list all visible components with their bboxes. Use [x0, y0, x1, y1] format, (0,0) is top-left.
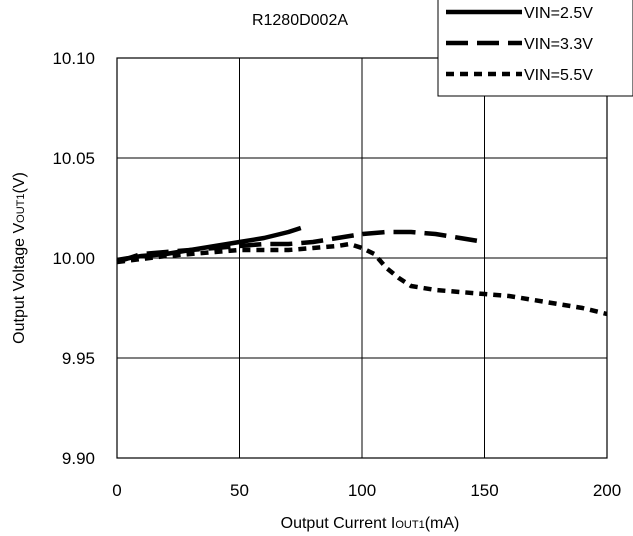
series-lines — [116, 225, 608, 317]
series-line-3 — [116, 241, 608, 317]
chart-title: R1280D002A — [252, 12, 348, 29]
y-tick-label: 10.00 — [52, 249, 95, 268]
y-axis-label: Output Voltage VOUT1(V) — [11, 172, 28, 344]
legend-box — [437, 0, 633, 97]
y-tick-label: 10.05 — [52, 149, 95, 168]
x-tick-label: 150 — [470, 481, 498, 500]
x-axis-label: Output Current IOUT1(mA) — [281, 515, 460, 532]
x-tick-label: 200 — [593, 481, 621, 500]
legend: VIN=2.5V VIN=3.3V VIN=5.5V — [437, 0, 633, 97]
legend-label: VIN=3.3V — [524, 36, 593, 53]
y-tick-label: 10.10 — [52, 49, 95, 68]
y-tick-label: 9.95 — [62, 349, 95, 368]
series-line-2 — [116, 229, 485, 265]
legend-label: VIN=2.5V — [524, 5, 593, 22]
grid-lines — [116, 57, 608, 459]
x-tick-labels: 0 50 100 150 200 — [112, 481, 621, 500]
x-tick-label: 100 — [348, 481, 376, 500]
y-tick-label: 9.90 — [62, 449, 95, 468]
x-tick-label: 50 — [230, 481, 249, 500]
y-tick-labels: 10.10 10.05 10.00 9.95 9.90 — [52, 49, 95, 468]
plot-frame — [116, 57, 608, 459]
legend-label: VIN=5.5V — [524, 67, 593, 84]
x-tick-label: 0 — [112, 481, 121, 500]
